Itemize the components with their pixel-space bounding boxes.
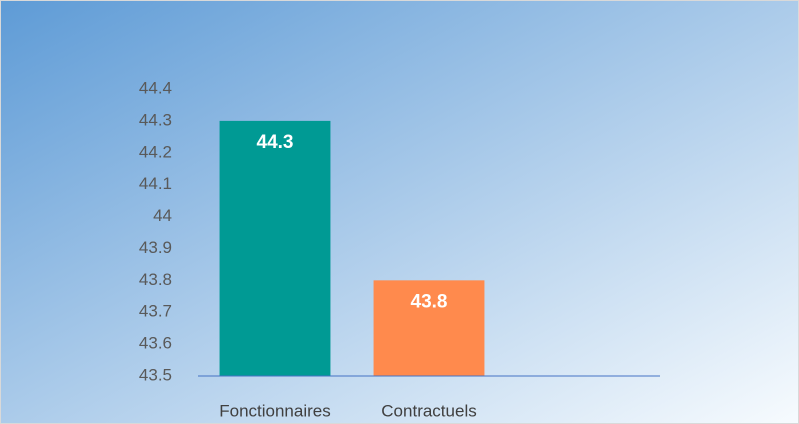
y-tick-label: 43.8 [139, 270, 172, 289]
bar [373, 280, 485, 376]
y-tick-label: 44.1 [139, 174, 172, 193]
data-label: 44.3 [257, 132, 294, 153]
x-tick-label: Fonctionnaires [219, 401, 331, 420]
y-tick-label: 44.2 [139, 142, 172, 161]
y-tick-label: 43.7 [139, 302, 172, 321]
bar [219, 120, 331, 376]
y-tick-label: 44 [153, 206, 172, 225]
y-tick-label: 43.6 [139, 334, 172, 353]
y-tick-label: 43.9 [139, 238, 172, 257]
y-tick-label: 43.5 [139, 365, 172, 384]
data-label: 43.8 [411, 291, 448, 312]
y-tick-label: 44.4 [139, 78, 172, 97]
x-tick-label: Contractuels [381, 401, 476, 420]
y-tick-label: 44.3 [139, 110, 172, 129]
